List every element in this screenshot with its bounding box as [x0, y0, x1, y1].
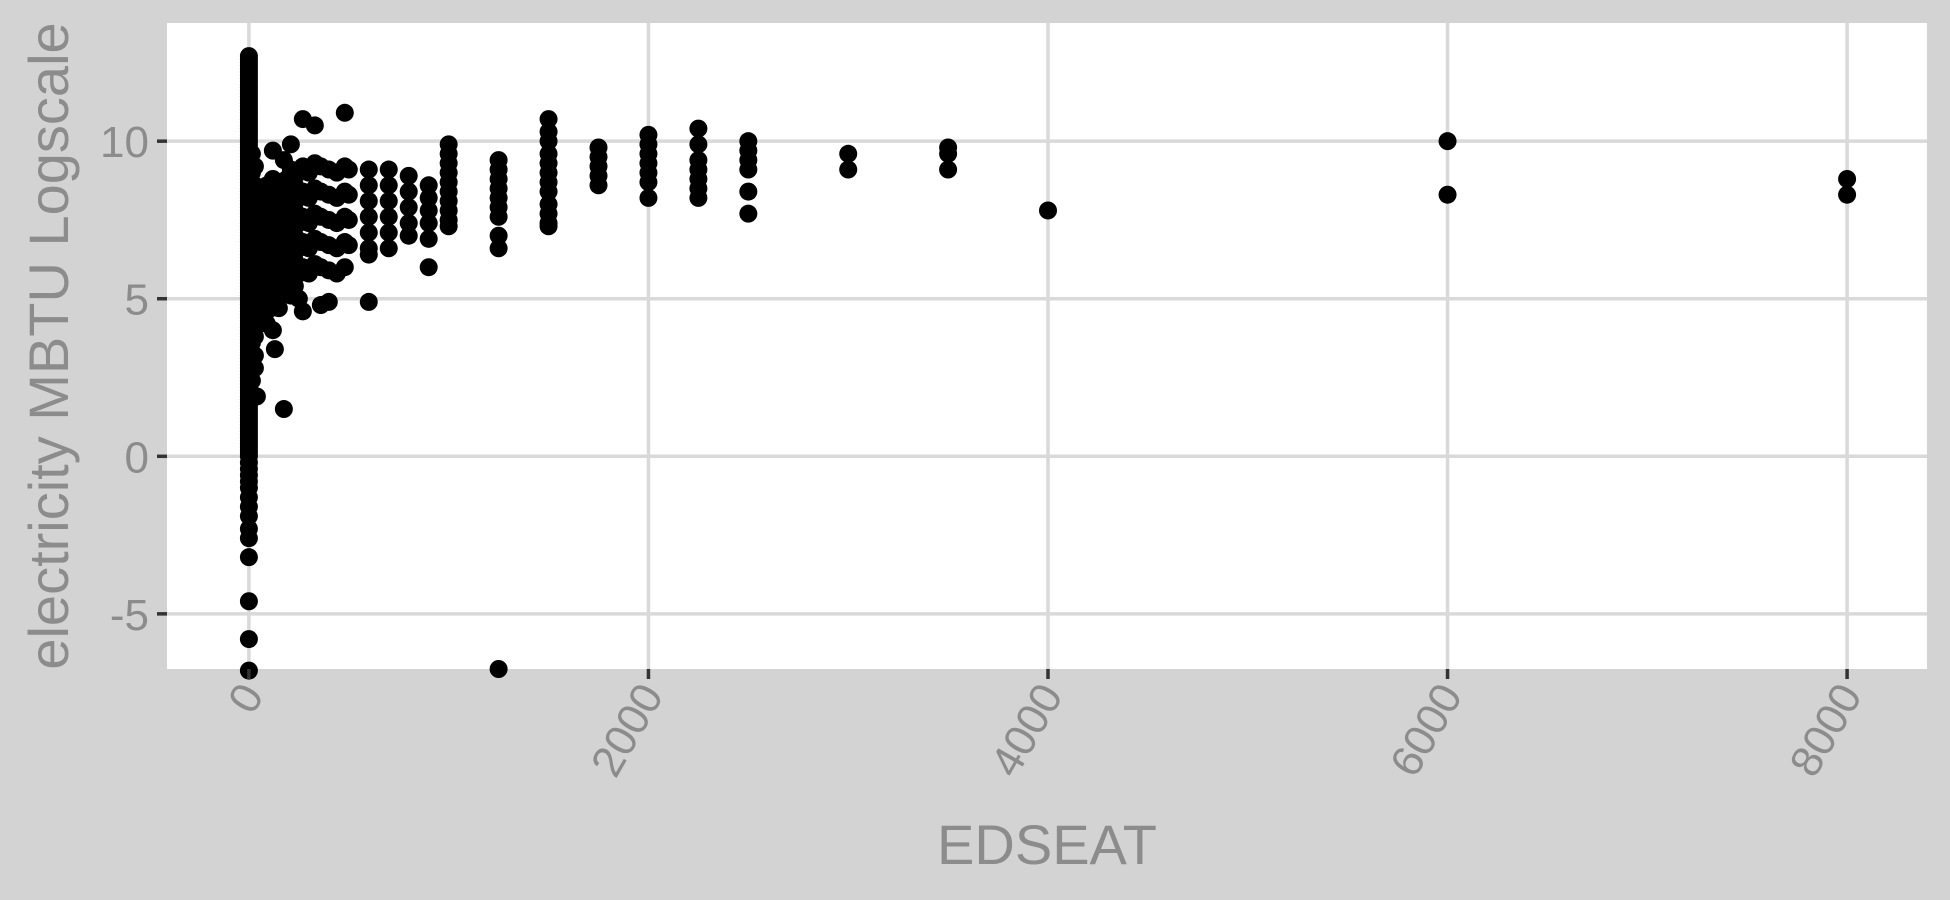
data-point [359, 292, 378, 311]
data-point [689, 188, 708, 207]
x-axis-title: EDSEAT [937, 813, 1157, 876]
data-point [539, 132, 558, 151]
data-point [339, 210, 358, 229]
data-point [739, 182, 758, 201]
data-point [305, 116, 324, 135]
data-point [379, 192, 398, 211]
data-point [839, 144, 858, 163]
data-point [539, 110, 558, 129]
data-point [265, 340, 284, 359]
data-point [359, 245, 378, 264]
data-point [245, 327, 264, 346]
data-point [335, 258, 354, 277]
data-point [281, 135, 300, 154]
data-point [274, 400, 293, 419]
data-point [489, 239, 508, 258]
data-point [247, 387, 266, 406]
data-point [399, 198, 418, 217]
y-tick-label: -5 [110, 591, 149, 640]
data-point [239, 529, 258, 548]
data-point [399, 182, 418, 201]
data-point [379, 160, 398, 179]
data-point [419, 176, 438, 195]
data-point [739, 160, 758, 179]
data-point [839, 160, 858, 179]
data-point [263, 321, 282, 340]
data-point [359, 207, 378, 226]
y-axis-title: electricity MBTU Logscale [17, 22, 80, 669]
data-point [359, 160, 378, 179]
data-point [639, 173, 658, 192]
data-point [293, 302, 312, 321]
data-point [339, 236, 358, 255]
data-point [1038, 201, 1057, 220]
data-point [689, 119, 708, 138]
data-point [439, 217, 458, 236]
data-point [689, 135, 708, 154]
data-point [539, 217, 558, 236]
data-point [319, 292, 338, 311]
data-point [419, 229, 438, 248]
data-point [359, 176, 378, 195]
data-point [489, 226, 508, 245]
data-point [939, 160, 958, 179]
data-point [639, 188, 658, 207]
data-point [1838, 169, 1857, 188]
y-tick-label: 10 [100, 118, 149, 167]
data-point [239, 507, 258, 526]
data-point [339, 160, 358, 179]
data-point [489, 207, 508, 226]
data-point [1838, 185, 1857, 204]
data-point [419, 214, 438, 233]
data-point [1438, 185, 1457, 204]
data-point [239, 630, 258, 649]
data-point [379, 207, 398, 226]
data-point [245, 346, 264, 365]
data-points [239, 47, 1857, 680]
data-point [359, 192, 378, 211]
data-point [379, 176, 398, 195]
data-point [239, 592, 258, 611]
data-point [335, 103, 354, 122]
data-point [245, 157, 264, 176]
data-point [419, 188, 438, 207]
y-tick-label: 0 [125, 433, 149, 482]
grid-lines [167, 23, 1927, 669]
data-point [1438, 132, 1457, 151]
data-point [359, 223, 378, 242]
data-point [419, 201, 438, 220]
y-tick-label: 5 [125, 276, 149, 325]
data-point [399, 166, 418, 185]
data-point [419, 258, 438, 277]
y-axis: -5 0 5 10 [100, 118, 167, 640]
data-point [489, 660, 508, 678]
data-point [339, 185, 358, 204]
data-point [399, 214, 418, 233]
data-point [379, 223, 398, 242]
data-point [939, 144, 958, 163]
data-point [239, 548, 258, 567]
data-point [245, 359, 264, 378]
data-point [739, 204, 758, 223]
data-point [589, 176, 608, 195]
data-point [379, 239, 398, 258]
data-point [539, 182, 558, 201]
data-point [399, 226, 418, 245]
